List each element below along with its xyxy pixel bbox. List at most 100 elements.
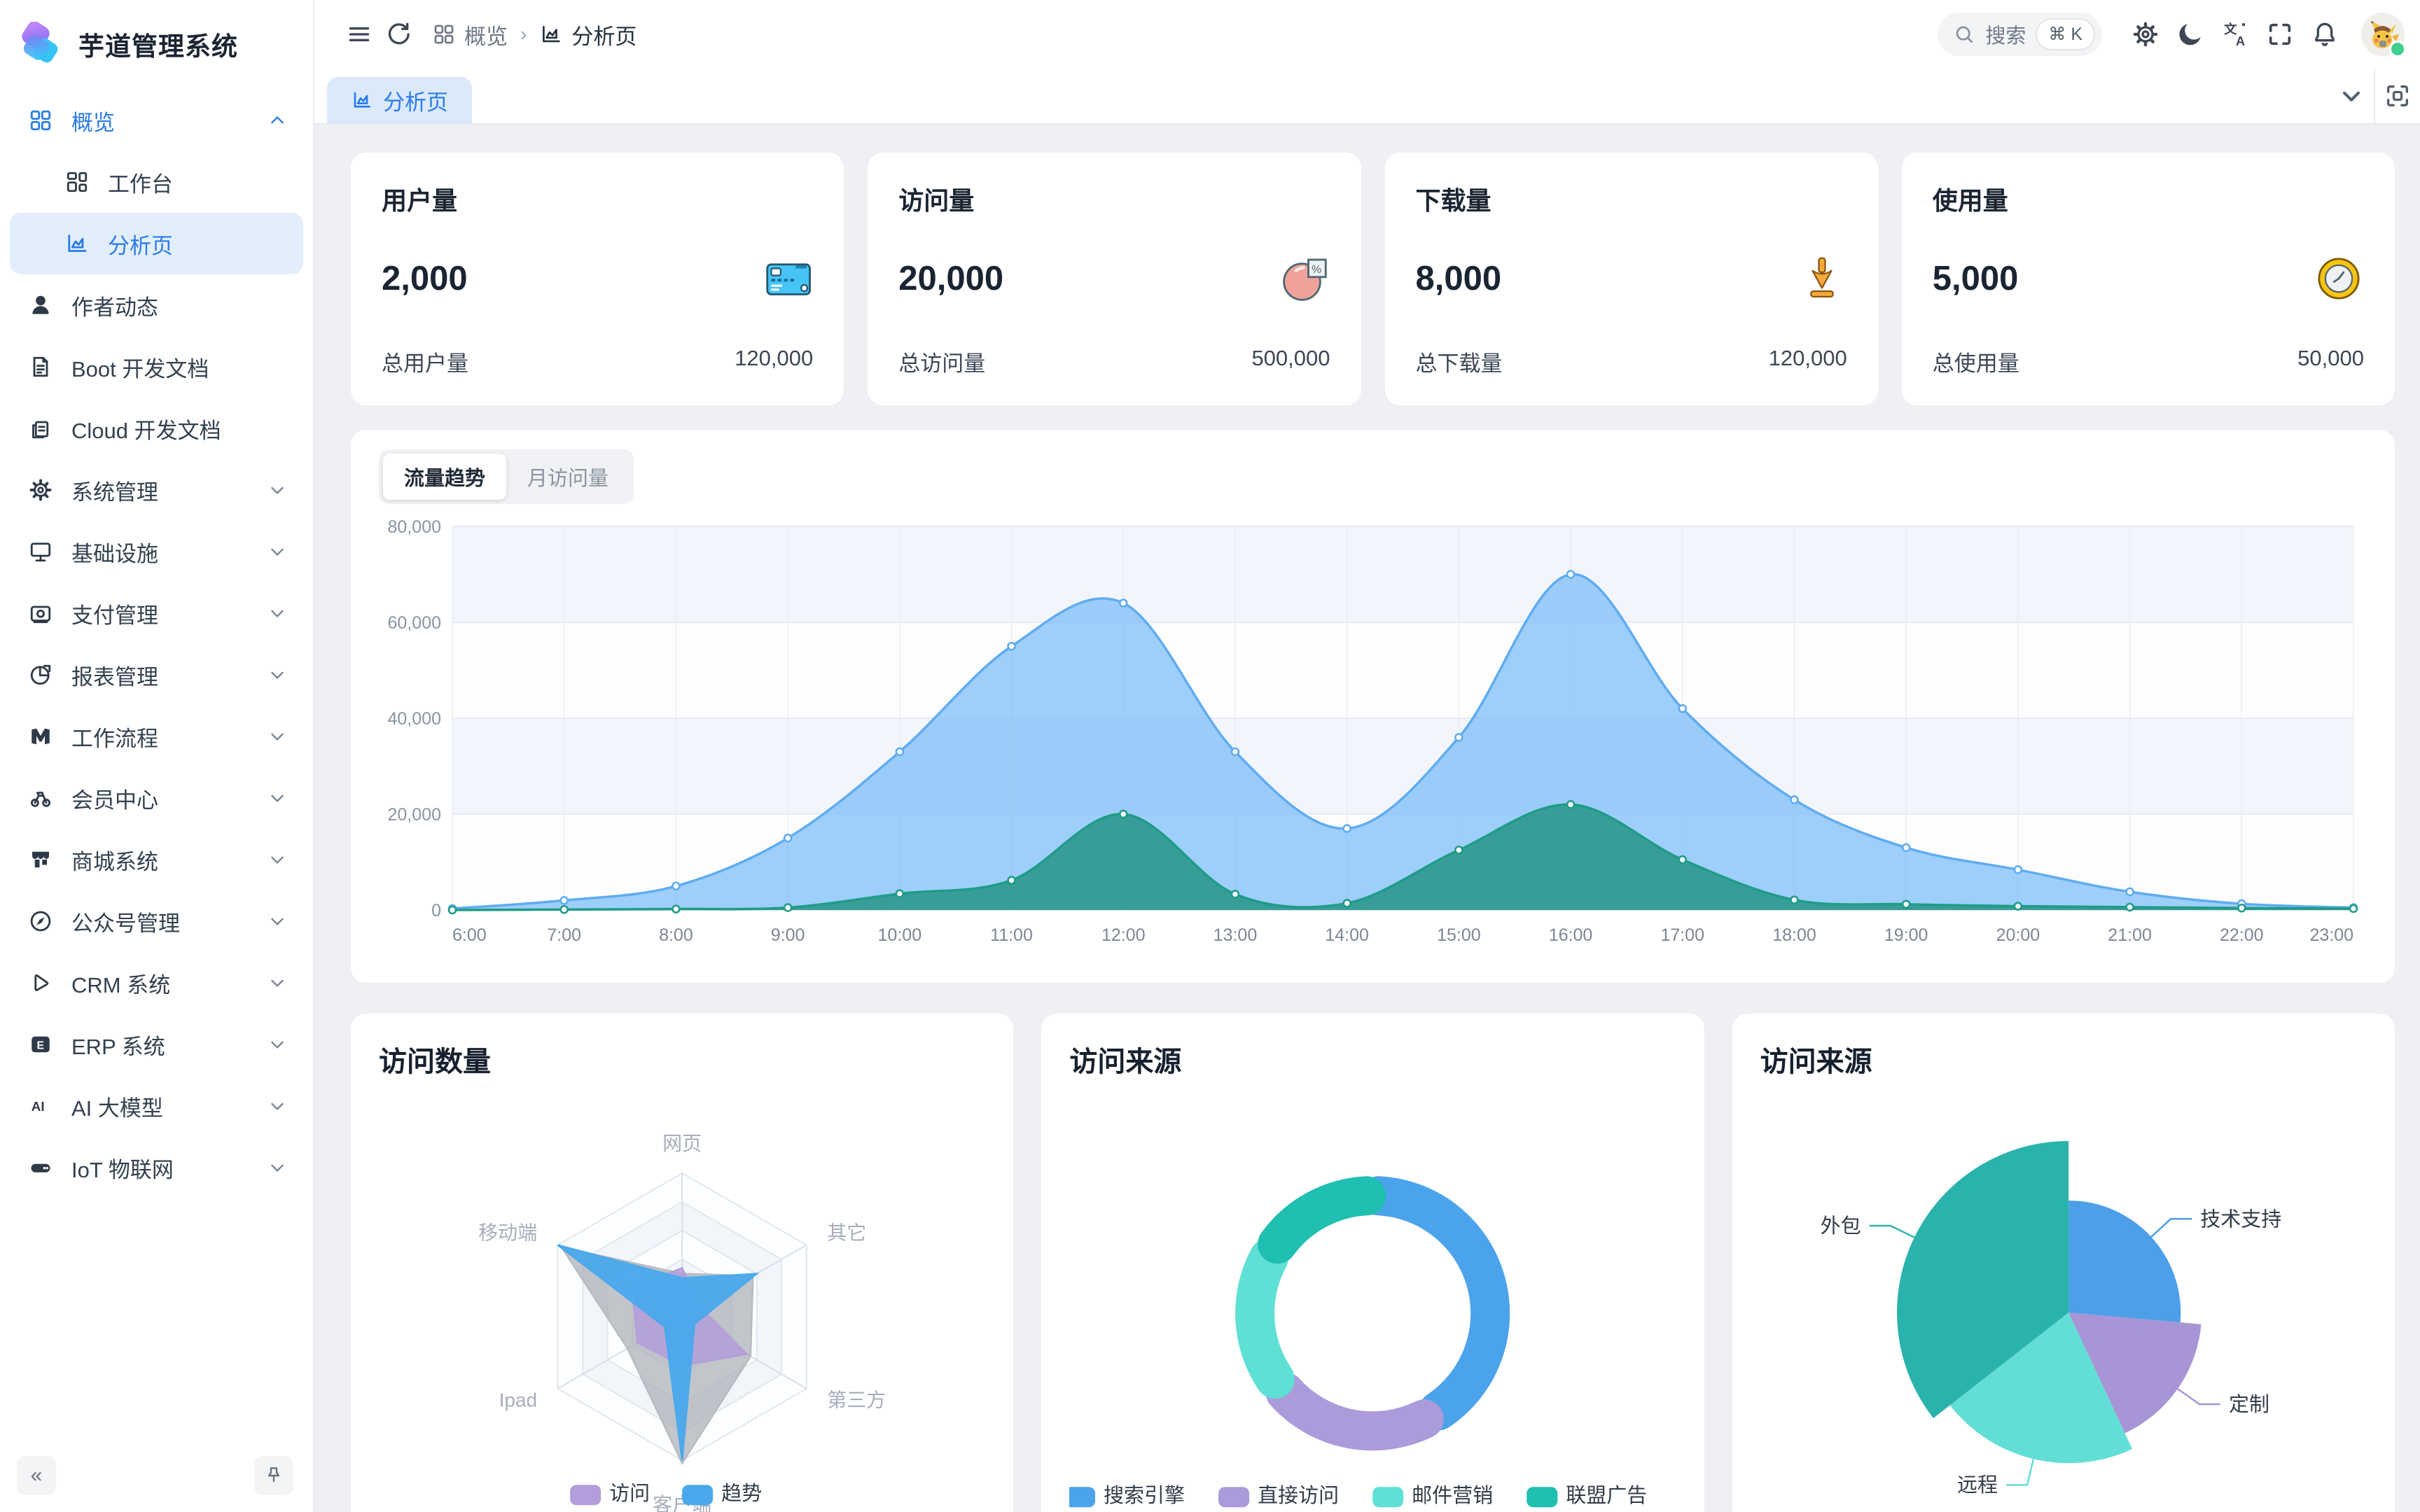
breadcrumb-item-概览[interactable]: 概览 [432,19,508,50]
chart-tab-流量趋势[interactable]: 流量趋势 [383,454,507,500]
chart-tab-月访问量[interactable]: 月访问量 [527,468,609,490]
stat-card-total-value: 500,000 [1251,346,1330,370]
sidebar-item-支付管理[interactable]: 支付管理 [0,582,313,644]
sidebar-item-label: 工作流程 [71,726,158,751]
sidebar-item-label: ERP 系统 [71,1034,165,1059]
member-icon [30,791,51,807]
svg-text:Ipad: Ipad [499,1390,538,1411]
stat-card-total-value: 120,000 [735,346,814,370]
iot-icon [31,1163,50,1172]
sidebar-toggle-button[interactable] [340,15,379,54]
chart-icon [543,26,561,43]
card-title: 访问来源 [1069,1046,1182,1077]
sidebar-item-公众号管理[interactable]: 公众号管理 [0,890,313,952]
svg-text:6:00: 6:00 [452,925,487,945]
svg-text:远程: 远程 [1957,1474,1998,1497]
legend-item-直接访问[interactable]: 直接访问 [1218,1484,1339,1508]
tab-analysis[interactable]: 分析页 [327,77,472,123]
chevron-up-icon [271,116,284,124]
breadcrumb-separator: › [520,23,527,45]
sidebar-item-ERP-系统[interactable]: E ERP 系统 [0,1014,313,1075]
sidebar-item-label: 支付管理 [71,603,158,628]
svg-text:外包: 外包 [1820,1214,1861,1238]
svg-text:19:00: 19:00 [1884,925,1928,945]
sidebar-item-概览[interactable]: 概览 [0,90,313,151]
legend-item-访问[interactable]: 访问 [570,1482,650,1506]
stat-cards-row: 用户量 2,000 总用户量 120,000 访问量 20,000% 总访问量 500,000… [351,153,2395,405]
sidebar-item-会员中心[interactable]: 会员中心 [0,767,313,829]
legend-item-邮件营销[interactable]: 邮件营销 [1372,1484,1494,1508]
sidebar-item-分析页[interactable]: 分析页 [10,213,303,274]
content-fullscreen-button[interactable] [2375,74,2420,118]
svg-text:13:00: 13:00 [1214,925,1258,945]
visit-count-card: 访问数量 网页 其它 第三方 客户端 Ipad 移动端 访问 趋势 [351,1014,1014,1512]
refresh-button[interactable] [379,15,418,54]
pie-icon [30,664,51,685]
clock-stat-icon [2318,258,2360,300]
sidebar-item-报表管理[interactable]: 报表管理 [0,644,313,706]
visit-source-donut-chart: 搜索引擎 直接访问 邮件营销 联盟广告 [1069,1176,1648,1508]
fullscreen-button[interactable] [2260,15,2300,54]
crm-icon [34,974,49,991]
svg-text:8:00: 8:00 [659,925,693,945]
stat-card-total-label: 总访问量 [898,351,986,376]
svg-text:22:00: 22:00 [2220,925,2264,945]
download-stat-icon [1809,257,1834,298]
sidebar-item-label: 报表管理 [71,664,158,690]
svg-text:联盟广告: 联盟广告 [1566,1484,1648,1507]
sidebar-item-系统管理[interactable]: 系统管理 [0,459,313,521]
settings-button[interactable] [2126,15,2165,54]
sidebar-item-商城系统[interactable]: 商城系统 [0,829,313,890]
sidebar-item-label: Cloud 开发文档 [71,418,221,443]
svg-text:10:00: 10:00 [878,925,922,945]
logo[interactable]: 芋道管理系统 [0,0,313,70]
sidebar-item-IoT-物联网[interactable]: IoT 物联网 [0,1137,313,1198]
dark-mode-button[interactable] [2171,15,2210,54]
sidebar-pin-button[interactable] [254,1456,293,1495]
sidebar-item-工作流程[interactable]: 工作流程 [0,706,313,767]
legend-item-联盟广告[interactable]: 联盟广告 [1527,1484,1648,1508]
notifications-button[interactable] [2305,15,2344,54]
sidebar-item-Cloud-开发文档[interactable]: Cloud 开发文档 [0,398,313,459]
search-icon [1956,26,1973,43]
monitor-icon [30,542,51,562]
sidebar-collapse-button[interactable]: « [17,1456,56,1495]
svg-text:趋势: 趋势 [721,1482,762,1505]
stat-card-访问量: 访问量 20,000% 总访问量 500,000 [868,153,1361,405]
user-avatar[interactable] [2361,13,2406,57]
wallet-icon [30,606,51,624]
svg-text:定制: 定制 [2229,1393,2269,1416]
sidebar-item-基础设施[interactable]: 基础设施 [0,521,313,582]
breadcrumb: 概览 › 分析页 [432,19,637,50]
stat-card-使用量: 使用量 5,000 总使用量 50,000 [1901,153,2395,405]
legend-item-搜索引擎[interactable]: 搜索引擎 [1069,1484,1185,1507]
svg-text:15:00: 15:00 [1437,925,1481,945]
svg-text:直接访问: 直接访问 [1258,1484,1339,1507]
tabbar-divider [2374,69,2375,123]
search-placeholder: 搜索 [1985,25,2026,48]
visit-source-pie-card: 访问来源 技术支持 定制 远程 外包 [1732,1014,2395,1512]
sidebar-item-AI-大模型[interactable]: AI AI 大模型 [0,1075,313,1137]
svg-text:23:00: 23:00 [2309,925,2353,945]
gear-icon [2133,22,2158,47]
breadcrumb-item-分析页[interactable]: 分析页 [539,19,637,50]
sidebar-item-作者动态[interactable]: 作者动态 [0,274,313,336]
svg-text:移动端: 移动端 [478,1222,537,1244]
sidebar-item-label: IoT 物联网 [71,1157,174,1182]
erp-icon: E [32,1036,50,1053]
sidebar-item-label: 基础设施 [71,541,158,566]
svg-text:11:00: 11:00 [990,925,1033,945]
search-input[interactable]: 搜索 ⌘ K [1938,13,2102,56]
legend-item-趋势[interactable]: 趋势 [682,1482,762,1506]
sidebar-item-CRM-系统[interactable]: CRM 系统 [0,952,313,1014]
svg-text:20:00: 20:00 [1996,925,2040,945]
chart-icon [354,92,370,108]
sidebar-item-Boot-开发文档[interactable]: Boot 开发文档 [0,336,313,398]
svg-text:%: % [1312,264,1321,276]
tab-list-dropdown-button[interactable] [2329,74,2374,118]
chevron-down-icon [271,548,284,556]
sidebar-item-工作台[interactable]: 工作台 [0,151,313,213]
svg-text:21:00: 21:00 [2108,925,2152,945]
